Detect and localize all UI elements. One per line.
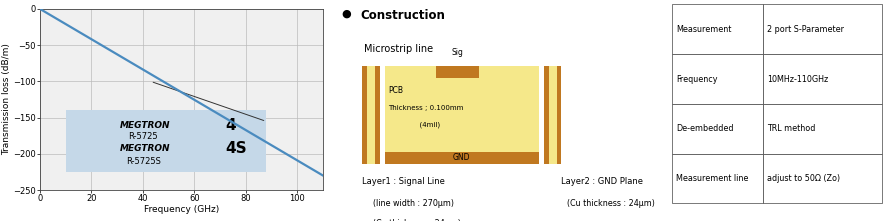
Bar	[763, 4, 882, 54]
Bar	[65, 110, 266, 172]
Text: Construction: Construction	[361, 9, 445, 22]
Text: Microstrip line: Microstrip line	[364, 44, 433, 54]
Text: De-embedded: De-embedded	[676, 124, 734, 133]
Text: MEGTRON: MEGTRON	[119, 144, 171, 153]
Bar	[385, 152, 539, 164]
X-axis label: Frequency (GHz): Frequency (GHz)	[143, 205, 219, 214]
Bar	[367, 66, 375, 164]
Text: Sig: Sig	[451, 48, 463, 57]
Bar	[543, 66, 549, 164]
Text: Measurement: Measurement	[676, 25, 731, 34]
Text: Layer2 : GND Plane: Layer2 : GND Plane	[561, 177, 643, 186]
Text: TRL method: TRL method	[767, 124, 816, 133]
Bar	[763, 54, 882, 104]
Text: Frequency: Frequency	[676, 74, 718, 84]
Bar	[672, 104, 763, 154]
Bar	[672, 4, 763, 54]
Bar	[557, 66, 561, 164]
Bar	[375, 66, 380, 164]
Text: 2 port S-Parameter: 2 port S-Parameter	[767, 25, 844, 34]
Text: adjust to 50Ω (Zo): adjust to 50Ω (Zo)	[767, 174, 841, 183]
Bar	[362, 66, 367, 164]
Text: Measurement line: Measurement line	[676, 174, 749, 183]
Text: 10MHz-110GHz: 10MHz-110GHz	[767, 74, 828, 84]
Bar	[763, 154, 882, 203]
Bar	[763, 104, 882, 154]
Text: Layer1 : Signal Line: Layer1 : Signal Line	[362, 177, 445, 186]
Bar	[385, 66, 539, 164]
Bar	[549, 66, 557, 164]
Text: GND: GND	[453, 153, 471, 162]
Text: R-5725S: R-5725S	[126, 157, 160, 166]
Bar	[672, 54, 763, 104]
Text: (line width : 270μm): (line width : 270μm)	[373, 199, 454, 208]
Text: (Cu thickness : 24μm): (Cu thickness : 24μm)	[567, 199, 655, 208]
Text: 4S: 4S	[226, 141, 247, 156]
Text: (4mil): (4mil)	[388, 121, 440, 128]
Y-axis label: Transmission loss (dB/m): Transmission loss (dB/m)	[3, 44, 12, 155]
Text: Thickness ; 0.100mm: Thickness ; 0.100mm	[388, 105, 463, 111]
Text: ●: ●	[342, 9, 351, 19]
Text: PCB: PCB	[388, 86, 403, 95]
Text: 4: 4	[226, 118, 236, 133]
Bar	[435, 66, 479, 78]
Text: R-5725: R-5725	[128, 132, 158, 141]
Text: (Cu thickness : 24μm): (Cu thickness : 24μm)	[373, 219, 461, 221]
Text: MEGTRON: MEGTRON	[119, 121, 171, 130]
Bar	[672, 154, 763, 203]
